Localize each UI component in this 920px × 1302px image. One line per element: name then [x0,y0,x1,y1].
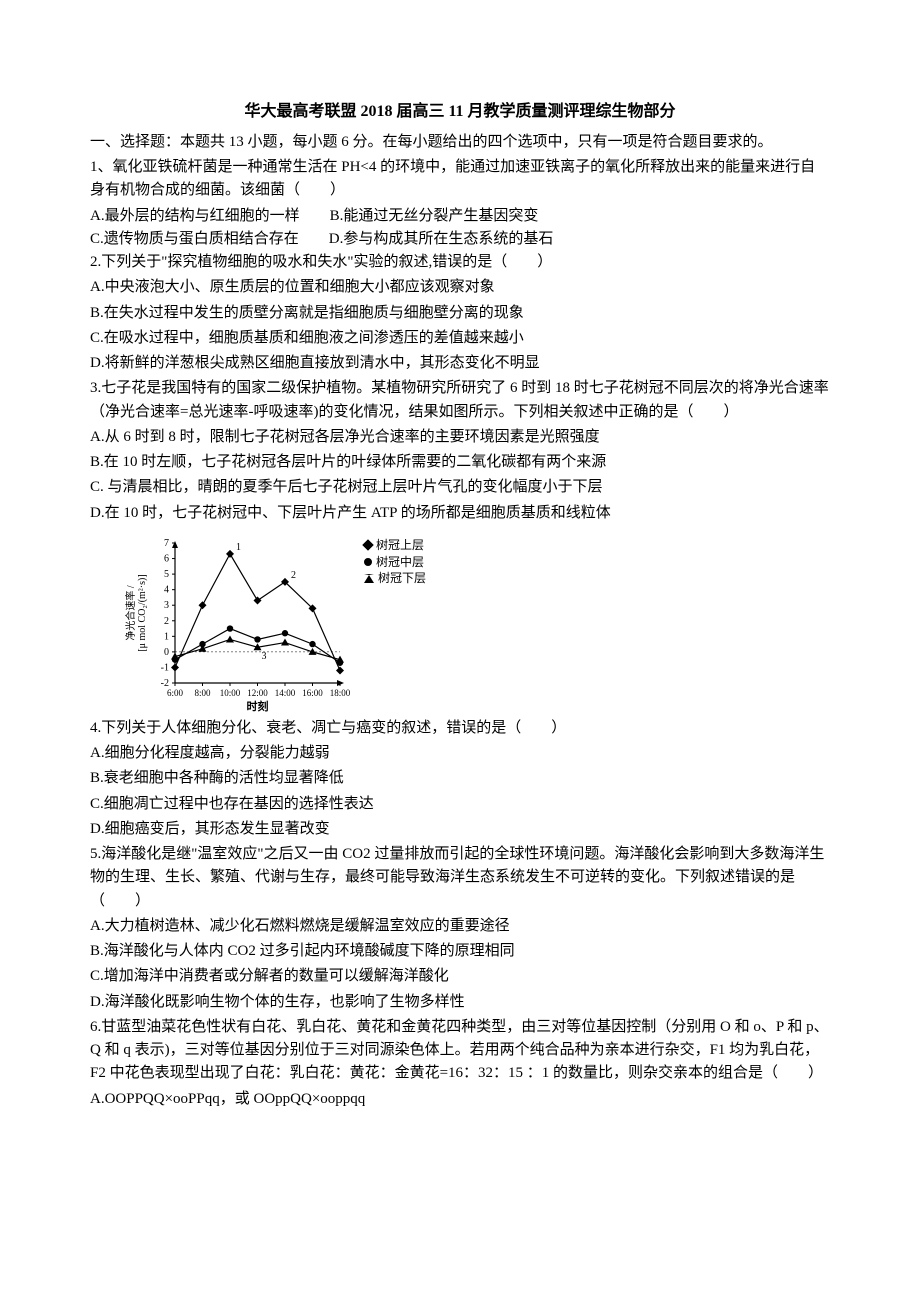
svg-text:净光合速率 /: 净光合速率 / [124,585,137,640]
svg-text:时刻: 时刻 [247,699,269,713]
svg-text:12:00: 12:00 [247,688,268,698]
q1-optD: D.参与构成其所在生态系统的基石 [329,228,554,251]
svg-text:2: 2 [291,570,296,581]
q3-chart: -2-1012345676:008:0010:0012:0014:0016:00… [120,533,430,713]
svg-text:[μ mol CO₂/(m²·s)]: [μ mol CO₂/(m²·s)] [137,574,148,651]
svg-text:3: 3 [262,651,267,662]
q5-stem: 5.海洋酸化是继"温室效应"之后又一由 CO2 过量排放而引起的全球性环境问题。… [90,843,830,913]
q2-optA: A.中央液泡大小、原生质层的位置和细胞大小都应该观察对象 [90,276,830,299]
q5-optC: C.增加海洋中消费者或分解者的数量可以缓解海洋酸化 [90,965,830,988]
q4-optC: C.细胞凋亡过程中也存在基因的选择性表达 [90,793,830,816]
svg-text:1: 1 [236,542,241,553]
svg-text:8:00: 8:00 [194,688,211,698]
q4-stem: 4.下列关于人体细胞分化、衰老、凋亡与癌变的叙述，错误的是（ ） [90,717,830,740]
q5-optD: D.海洋酸化既影响生物个体的生存，也影响了生物多样性 [90,991,830,1014]
svg-text:3: 3 [164,600,169,611]
q1-optC: C.遗传物质与蛋白质相结合存在 [90,228,299,251]
svg-text:4: 4 [164,584,169,595]
q5-optB: B.海洋酸化与人体内 CO2 过多引起内环境酸碱度下降的原理相同 [90,940,830,963]
q1-optB: B.能通过无丝分裂产生基因突变 [330,205,539,228]
legend-2: 树冠下层 [378,570,426,587]
svg-text:2: 2 [164,616,169,627]
q2-optC: C.在吸水过程中，细胞质基质和细胞液之间渗透压的差值越来越小 [90,327,830,350]
q2-optB: B.在失水过程中发生的质壁分离就是指细胞质与细胞壁分离的现象 [90,302,830,325]
chart-legend: 树冠上层 树冠中层 树冠下层 [364,537,426,587]
svg-text:10:00: 10:00 [220,688,241,698]
svg-text:1: 1 [164,631,169,642]
q5-optA: A.大力植树造林、减少化石燃料燃烧是缓解温室效应的重要途径 [90,915,830,938]
svg-text:16:00: 16:00 [302,688,323,698]
q6-optA: A.OOPPQQ×ooPPqq，或 OOppQQ×ooppqq [90,1088,830,1111]
page-title: 华大最高考联盟 2018 届高三 11 月教学质量测评理综生物部分 [90,100,830,125]
legend-0: 树冠上层 [376,537,424,554]
q3-optC: C. 与清晨相比，晴朗的夏季午后七子花树冠上层叶片气孔的变化幅度小于下层 [90,476,830,499]
q3-optD: D.在 10 时，七子花树冠中、下层叶片产生 ATP 的场所都是细胞质基质和线粒… [90,502,830,525]
svg-text:7: 7 [164,538,169,549]
q2-optD: D.将新鲜的洋葱根尖成熟区细胞直接放到清水中，其形态变化不明显 [90,352,830,375]
q3-optA: A.从 6 时到 8 时，限制七子花树冠各层净光合速率的主要环境因素是光照强度 [90,426,830,449]
svg-text:14:00: 14:00 [275,688,296,698]
q4-optB: B.衰老细胞中各种酶的活性均显著降低 [90,767,830,790]
q2-stem: 2.下列关于"探究植物细胞的吸水和失水"实验的叙述,错误的是（ ） [90,251,830,274]
svg-text:18:00: 18:00 [330,688,351,698]
q1-optA: A.最外层的结构与红细胞的一样 [90,205,300,228]
section-intro: 一、选择题：本题共 13 小题，每小题 6 分。在每小题给出的四个选项中，只有一… [90,131,830,154]
q4-optD: D.细胞癌变后，其形态发生显著改变 [90,818,830,841]
svg-text:5: 5 [164,569,169,580]
legend-1: 树冠中层 [376,554,424,571]
svg-text:6: 6 [164,553,169,564]
q6-stem: 6.甘蓝型油菜花色性状有白花、乳白花、黄花和金黄花四种类型，由三对等位基因控制（… [90,1016,830,1086]
q4-optA: A.细胞分化程度越高，分裂能力越弱 [90,742,830,765]
svg-text:6:00: 6:00 [167,688,184,698]
q3-stem: 3.七子花是我国特有的国家二级保护植物。某植物研究所研究了 6 时到 18 时七… [90,377,830,424]
svg-text:0: 0 [164,647,169,658]
q3-optB: B.在 10 时左顺，七子花树冠各层叶片的叶绿体所需要的二氧化碳都有两个来源 [90,451,830,474]
svg-text:-1: -1 [161,662,169,673]
q1-stem: 1、氧化亚铁硫杆菌是一种通常生活在 PH<4 的环境中，能通过加速亚铁离子的氧化… [90,156,830,203]
